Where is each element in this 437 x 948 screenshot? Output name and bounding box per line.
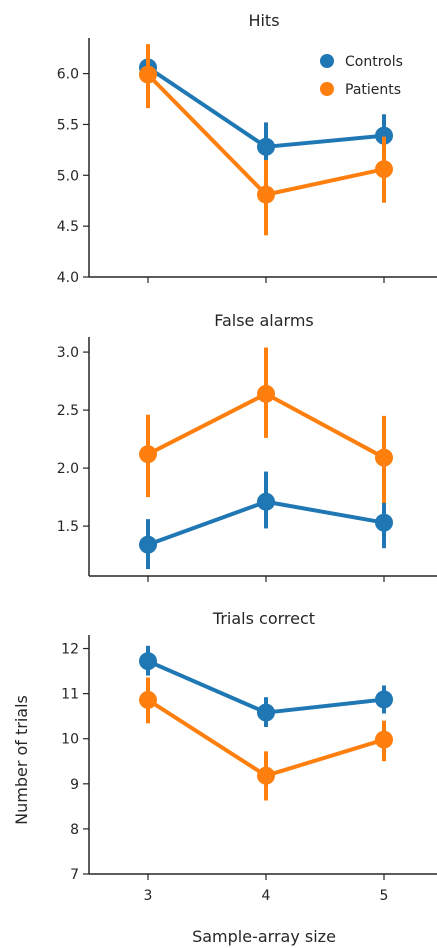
- panel2-y-tick-label: 3.0: [57, 345, 79, 361]
- legend-label-patients: Patients: [345, 82, 401, 98]
- panel3-y-tick-label: 11: [61, 687, 79, 703]
- controls-point: [257, 137, 275, 156]
- controls-point: [375, 690, 393, 709]
- hits-panel: Hits 4.0 4.5 5.0 5.5 6.0: [57, 11, 437, 286]
- patients-point: [139, 65, 157, 84]
- legend-marker-controls: [320, 54, 334, 68]
- patients-point: [257, 185, 275, 204]
- trials-correct-title: Trials correct: [212, 609, 315, 628]
- panel3-y-tick-label: 8: [70, 822, 79, 838]
- panel2-y-tick-label: 1.5: [57, 519, 79, 535]
- controls-point: [375, 126, 393, 145]
- false-alarms-panel: False alarms 1.5 2.0 2.5 3.0: [57, 311, 437, 582]
- trials-correct-panel: Trials correct Sample-array size Number …: [12, 609, 437, 946]
- panel3-x-tick-label: 5: [380, 888, 389, 904]
- patients-point: [375, 730, 393, 749]
- panel2-y-tick-label: 2.0: [57, 461, 79, 477]
- y-axis-label: Number of trials: [12, 695, 31, 825]
- patients-point: [375, 448, 393, 467]
- panel1-y-tick-label: 4.0: [57, 270, 79, 286]
- legend-marker-patients: [320, 82, 334, 96]
- panel2-y-tick-label: 2.5: [57, 403, 79, 419]
- legend: Controls Patients: [320, 54, 403, 98]
- panel3-y-tick-label: 9: [70, 777, 79, 793]
- hits-title: Hits: [248, 11, 279, 30]
- legend-label-controls: Controls: [345, 54, 403, 70]
- panel1-y-tick-label: 5.0: [57, 168, 79, 184]
- patients-point: [257, 384, 275, 403]
- patients-point: [139, 445, 157, 464]
- panel3-x-tick-label: 3: [144, 888, 153, 904]
- patients-point: [375, 160, 393, 179]
- patients-point: [139, 690, 157, 709]
- controls-point: [257, 703, 275, 722]
- panel3-x-tick-label: 4: [262, 888, 271, 904]
- patients-point: [257, 766, 275, 785]
- x-axis-label: Sample-array size: [192, 927, 336, 946]
- panel3-y-tick-label: 7: [70, 867, 79, 883]
- controls-point: [375, 513, 393, 532]
- panel3-y-tick-label: 10: [61, 732, 79, 748]
- controls-point: [257, 492, 275, 511]
- false-alarms-title: False alarms: [214, 311, 314, 330]
- controls-point: [139, 535, 157, 554]
- panel1-y-tick-label: 4.5: [57, 219, 79, 235]
- panel1-y-tick-label: 6.0: [57, 67, 79, 83]
- panel1-y-tick-label: 5.5: [57, 117, 79, 133]
- controls-point: [139, 652, 157, 671]
- panel3-y-tick-label: 12: [61, 642, 79, 658]
